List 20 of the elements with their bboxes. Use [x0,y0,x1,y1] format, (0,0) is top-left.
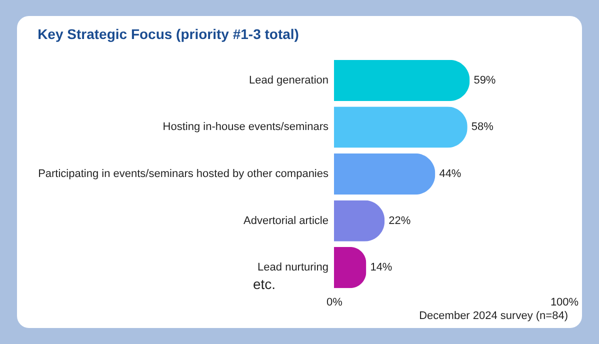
bar [334,106,468,148]
y-tick-label: Hosting in-house events/seminars [162,121,329,134]
y-tick-label: Lead nurturing [258,262,328,274]
data-label: 58% [471,121,494,134]
text: December 2024 survey (n=84) [419,310,568,322]
data-label: 59% [474,74,496,86]
data-label: 22% [388,214,411,227]
bar [334,153,436,195]
text: Key Strategic Focus (priority #1-3 total) [38,26,299,42]
y-tick-label: Lead generation [248,74,328,86]
y-tick-label: Participating in events/seminars hosted by other companies [38,168,329,180]
bar [334,200,385,242]
data-label: 44% [439,168,462,180]
x-tick-label: 100% [550,296,579,308]
bar [334,246,366,288]
y-tick-label: Advertorial article [244,214,328,227]
text: etc. [253,276,276,292]
bar [334,60,470,102]
data-label: 14% [370,262,392,274]
x-tick-label: 0% [326,296,343,308]
